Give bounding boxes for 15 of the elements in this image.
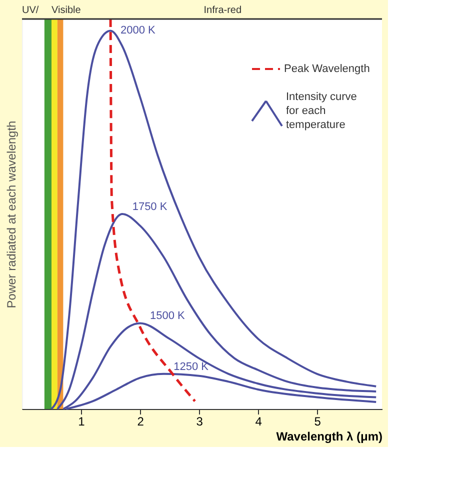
x-tick-label: 2 xyxy=(137,414,144,428)
band-label: Infra-red xyxy=(204,5,242,16)
x-axis-title: Wavelength λ (μm) xyxy=(276,430,382,444)
x-tick-label: 3 xyxy=(196,414,204,428)
band-label: UV/ xyxy=(22,5,39,16)
x-tick-label: 1 xyxy=(78,414,86,428)
y-axis-title: Power radiated at each wavelength xyxy=(4,120,18,308)
series-label: 1500 K xyxy=(150,310,186,322)
legend-label: Peak Wavelength xyxy=(284,63,370,75)
series-label: 1750 K xyxy=(132,201,168,213)
x-tick-label: 4 xyxy=(255,414,262,428)
x-tick-label: 5 xyxy=(314,414,322,428)
annotation: Intensity curve for each temperature xyxy=(286,91,357,131)
band-label: Visible xyxy=(52,5,82,16)
series-label: 2000 K xyxy=(120,24,156,37)
